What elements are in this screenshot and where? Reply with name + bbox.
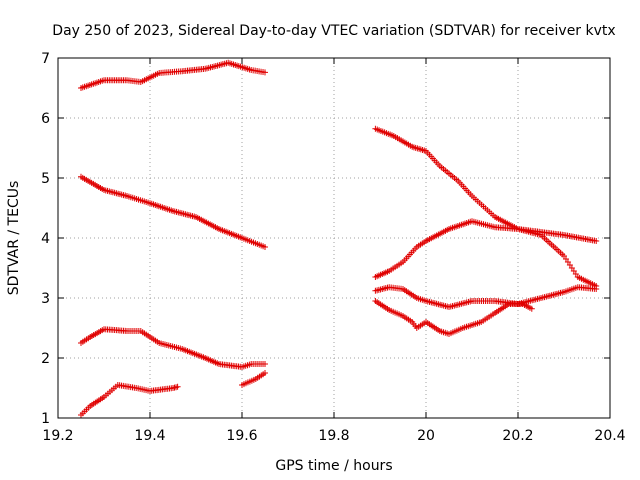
- x-tick-label: 20.4: [594, 428, 625, 444]
- y-tick-label: 3: [41, 291, 50, 307]
- y-tick-label: 1: [41, 411, 50, 427]
- x-tick-label: 20: [417, 428, 435, 444]
- series-track-4: [78, 382, 181, 418]
- y-axis-label: SDTVAR / TECUs: [6, 181, 22, 296]
- series-track-3: [78, 326, 268, 370]
- y-tick-label: 2: [41, 351, 50, 367]
- x-tick-label: 19.6: [226, 428, 257, 444]
- data-point: [593, 286, 600, 292]
- data-point: [262, 361, 268, 367]
- data-points: [78, 59, 600, 418]
- y-tick-label: 7: [41, 51, 50, 67]
- x-tick-label: 19.2: [42, 428, 73, 444]
- x-tick-label: 19.4: [134, 428, 165, 444]
- data-point: [262, 69, 268, 76]
- chart-title: Day 250 of 2023, Sidereal Day-to-day VTE…: [52, 23, 615, 39]
- series-track-2: [78, 173, 268, 250]
- data-point: [528, 305, 535, 312]
- data-point: [262, 244, 268, 250]
- grid-lines: [58, 58, 610, 418]
- series-track-5: [239, 370, 268, 388]
- series-track-6: [372, 125, 600, 289]
- x-tick-label: 19.8: [318, 428, 349, 444]
- data-point: [262, 370, 268, 376]
- y-tick-label: 6: [41, 111, 50, 127]
- y-tick-label: 5: [41, 171, 50, 187]
- series-track-8: [372, 284, 600, 310]
- data-point: [174, 383, 181, 390]
- series-track-7: [372, 218, 600, 280]
- series-track-9: [372, 298, 535, 337]
- x-axis-label: GPS time / hours: [275, 458, 392, 474]
- y-tick-label: 4: [41, 231, 50, 247]
- tick-labels: 19.2 19.4 19.6 19.8 20 20.2 20.4 1 2 3 4 5 6 7: [41, 51, 626, 444]
- axis-ticks: [57, 57, 611, 419]
- data-point: [593, 238, 600, 244]
- x-tick-label: 20.2: [502, 428, 533, 444]
- series-track-1: [78, 59, 268, 91]
